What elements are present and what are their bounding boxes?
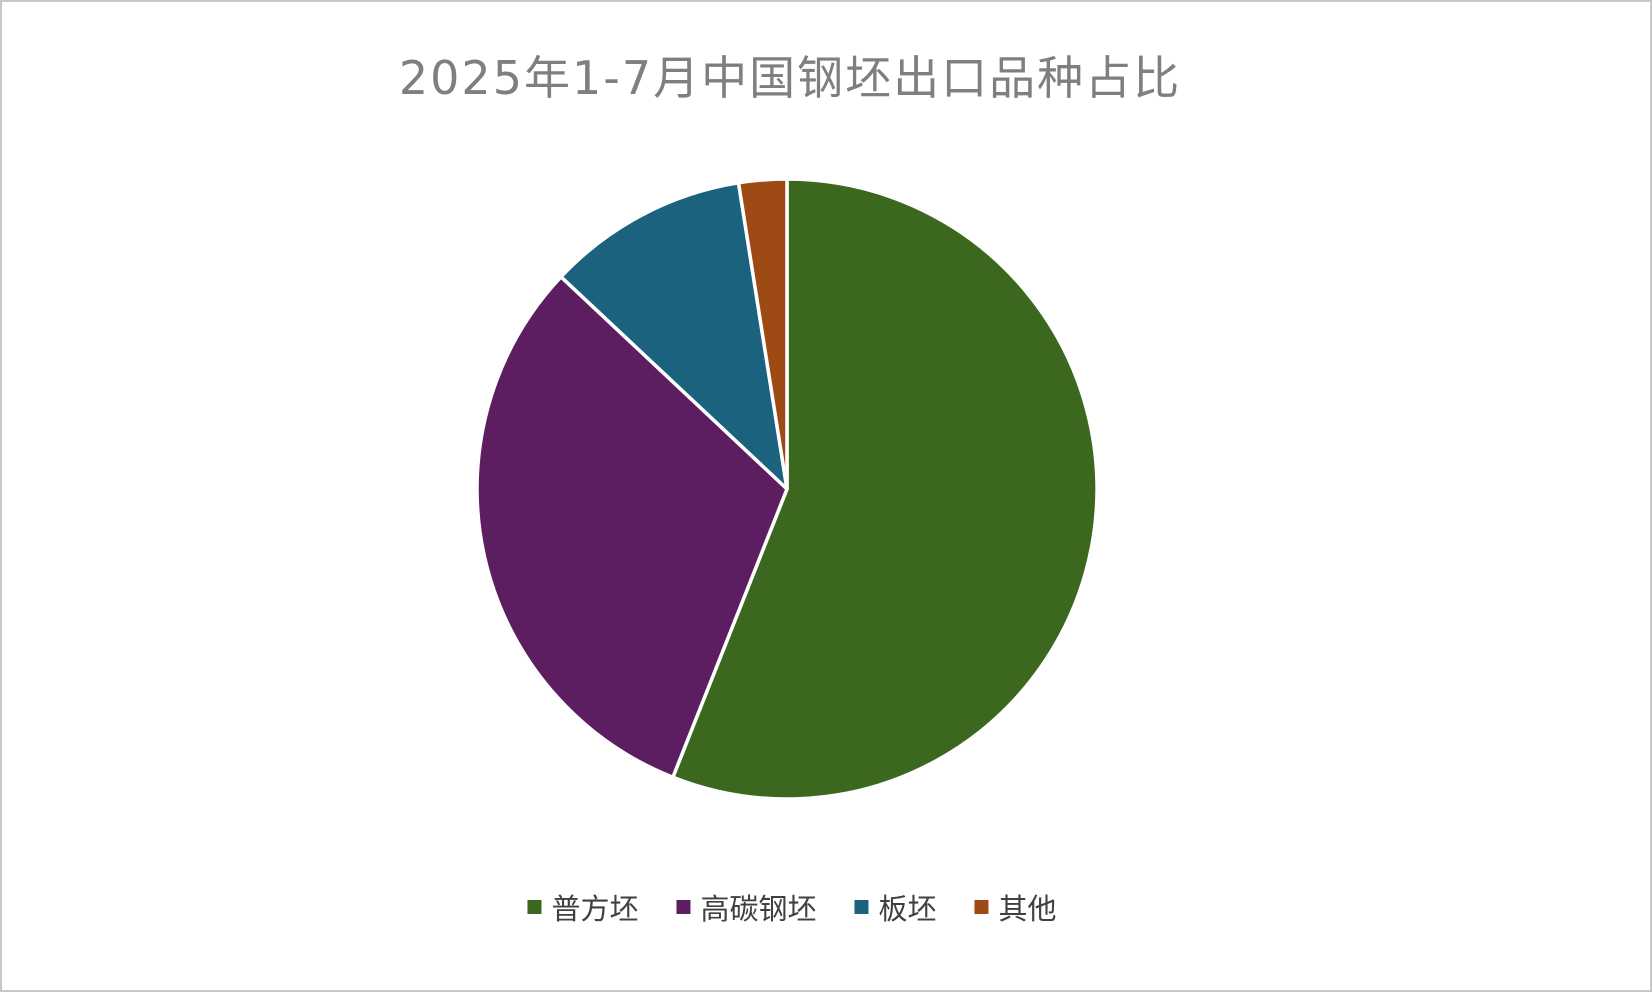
pie-slice-3 bbox=[559, 181, 789, 491]
legend-label: 板坯 bbox=[878, 892, 937, 926]
legend-item-1: 普方坯 bbox=[527, 886, 638, 928]
pie-slice-4 bbox=[736, 177, 789, 491]
pie-slice-2 bbox=[475, 275, 789, 779]
chart-title: 2025年1-7月中国钢坯出口品种占比 bbox=[398, 51, 1182, 105]
legend-label: 普方坯 bbox=[551, 892, 639, 926]
legend-swatch-icon bbox=[676, 900, 691, 914]
legend-label: 其他 bbox=[998, 892, 1057, 926]
legend-swatch-icon bbox=[854, 900, 869, 914]
legend-swatch-icon bbox=[974, 900, 989, 914]
pie-slice-1 bbox=[671, 177, 1099, 801]
legend-label: 高碳钢坯 bbox=[700, 892, 817, 926]
legend-item-4: 其他 bbox=[974, 886, 1057, 928]
legend-item-3: 板坯 bbox=[854, 886, 937, 928]
legend-swatch-icon bbox=[527, 900, 542, 914]
legend-item-2: 高碳钢坯 bbox=[676, 886, 817, 928]
chart-legend: 普方坯 高碳钢坯 板坯 其他 bbox=[527, 886, 1057, 928]
